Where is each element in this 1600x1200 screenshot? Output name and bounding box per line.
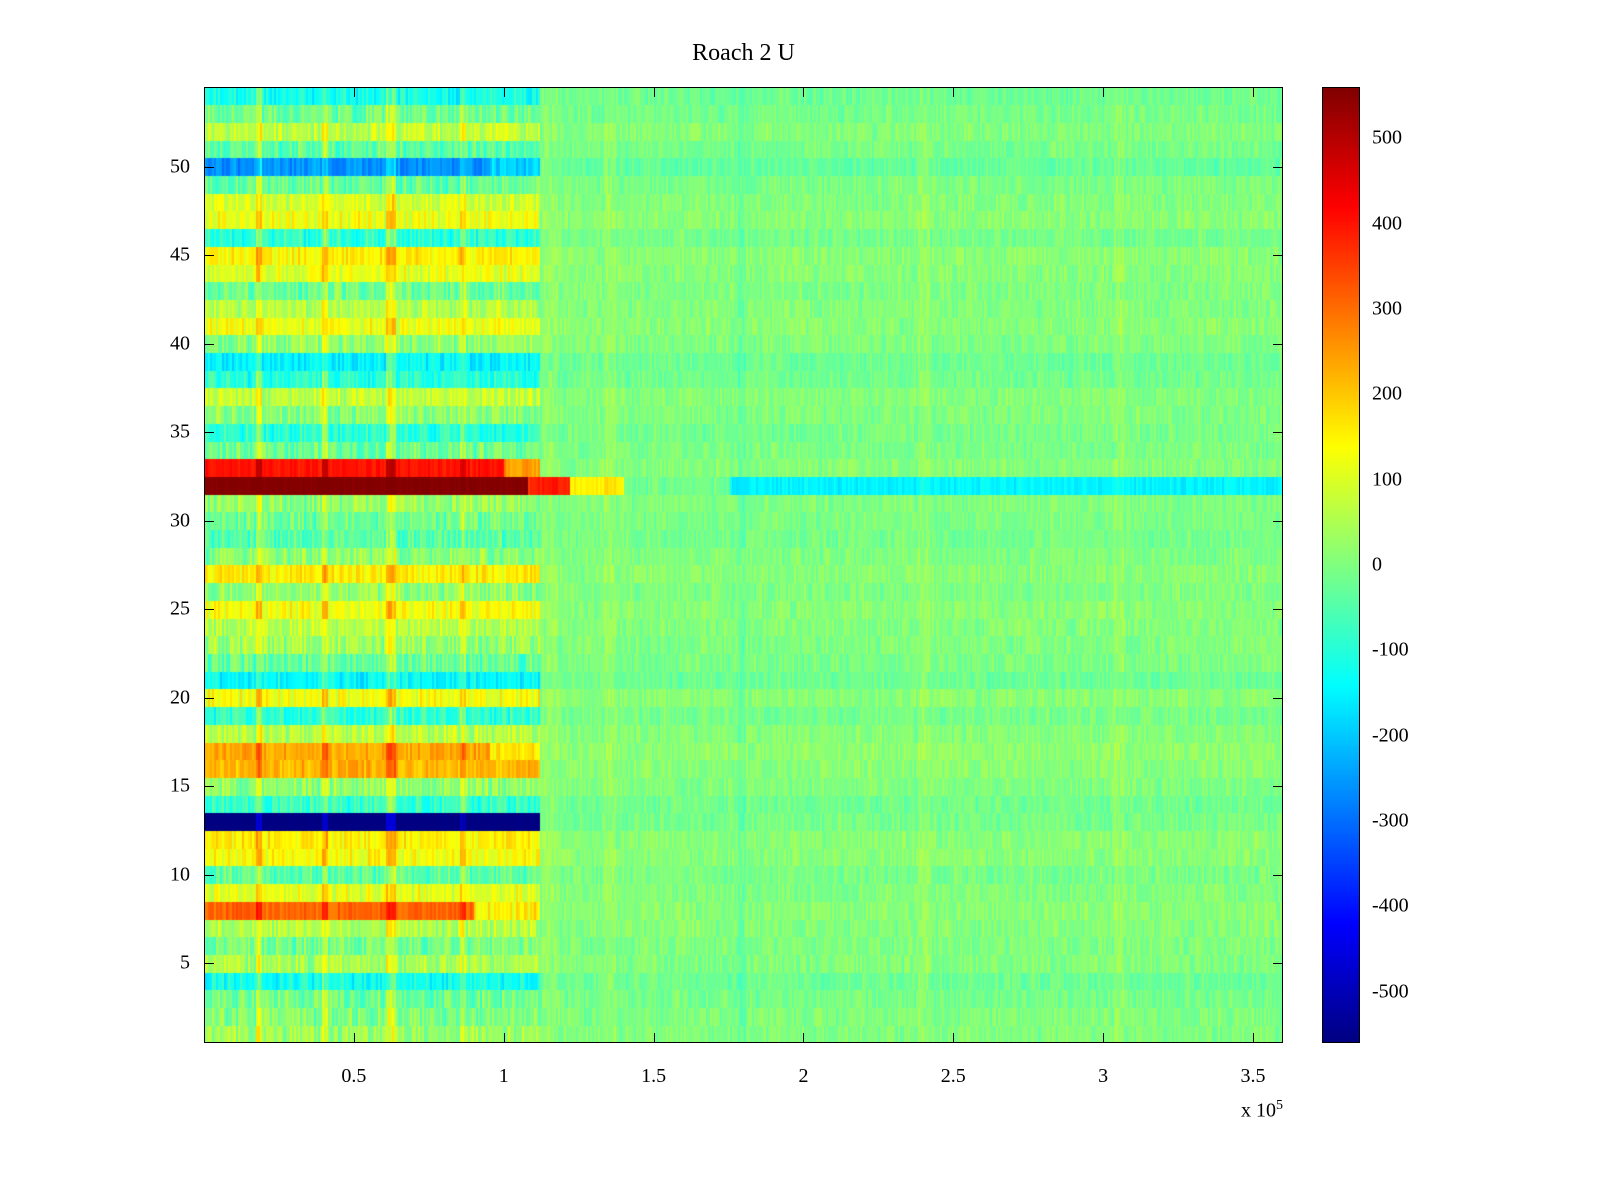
- y-tick-label: 35: [170, 420, 190, 443]
- y-tick-label: 10: [170, 863, 190, 886]
- y-tick-label: 25: [170, 597, 190, 620]
- y-tick-label: 15: [170, 774, 190, 797]
- x-axis-exponent-label: x 105: [1143, 1098, 1283, 1123]
- y-tick-label: 40: [170, 332, 190, 355]
- x-exp-prefix: x 10: [1241, 1099, 1276, 1122]
- colorbar-canvas: [1322, 87, 1360, 1043]
- colorbar-tick-label: 400: [1372, 212, 1402, 235]
- x-tick-label: 1.5: [641, 1065, 667, 1087]
- colorbar-tick-label: 300: [1372, 297, 1402, 320]
- colorbar-tick-label: -500: [1372, 980, 1409, 1003]
- colorbar-tick-label: -200: [1372, 724, 1409, 747]
- colorbar-tick-label: -400: [1372, 894, 1409, 917]
- colorbar-tick-label: 0: [1372, 553, 1382, 576]
- colorbar-tick-label: 100: [1372, 468, 1402, 491]
- colorbar-tick-label: 500: [1372, 126, 1402, 149]
- x-exp-power: 5: [1276, 1098, 1283, 1113]
- y-tick-label: 20: [170, 686, 190, 709]
- x-tick-label: 3: [1098, 1065, 1109, 1087]
- x-tick-label: 2.5: [940, 1065, 966, 1087]
- y-tick-label: 30: [170, 509, 190, 532]
- colorbar-tick-label: 200: [1372, 382, 1402, 405]
- y-tick-label: 45: [170, 243, 190, 266]
- x-tick-label: 1: [498, 1065, 509, 1087]
- chart-title: Roach 2 U: [692, 40, 795, 66]
- x-tick-label: 0.5: [341, 1065, 367, 1087]
- colorbar-tick-label: -100: [1372, 638, 1409, 661]
- x-tick-label: 2: [798, 1065, 809, 1087]
- x-tick-label: 3.5: [1240, 1065, 1266, 1087]
- heatmap-canvas: [204, 87, 1283, 1043]
- y-tick-label: 50: [170, 155, 190, 178]
- colorbar-tick-label: -300: [1372, 809, 1409, 832]
- y-tick-label: 5: [180, 951, 190, 974]
